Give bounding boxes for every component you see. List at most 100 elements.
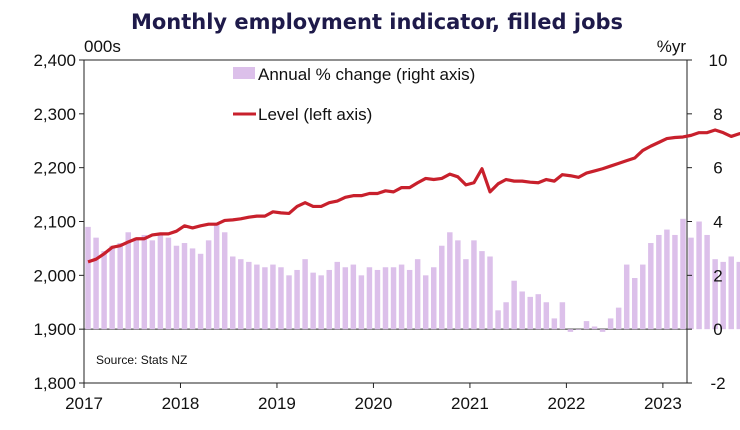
bar-annual-change: [551, 318, 558, 330]
y-right-tick-label: 10: [709, 51, 728, 70]
bar-annual-change: [414, 259, 421, 330]
bar-annual-change: [648, 243, 654, 330]
bar-annual-change: [439, 245, 445, 330]
right-unit-label: %yr: [657, 37, 687, 56]
bar-annual-change: [656, 234, 662, 330]
x-tick-label: 2018: [162, 394, 200, 413]
bar-annual-change: [640, 264, 646, 330]
y-left-tick-label: 2,400: [33, 51, 76, 70]
bar-annual-change: [583, 321, 590, 330]
y-left-tick-label: 2,000: [33, 266, 76, 285]
bar-annual-change: [157, 234, 164, 330]
bar-annual-change: [294, 269, 300, 330]
bar-annual-change: [109, 245, 115, 330]
bar-annual-change: [535, 294, 541, 330]
y-left-tick-label: 2,200: [33, 159, 76, 178]
bar-annual-change: [495, 310, 501, 330]
bar-annual-change: [318, 275, 324, 330]
bar-annual-change: [623, 264, 630, 330]
bar-annual-change: [447, 232, 453, 330]
left-unit-label: 000s: [84, 37, 121, 56]
bar-annual-change: [575, 329, 582, 330]
legend: Annual % change (right axis) Level (left…: [233, 65, 475, 124]
bar-annual-change: [358, 275, 365, 330]
y-right-tick-label: -2: [710, 374, 725, 393]
bar-annual-change: [173, 245, 180, 330]
x-tick-label: 2022: [547, 394, 585, 413]
bar-annual-change: [519, 291, 525, 330]
bar-annual-change: [615, 307, 622, 330]
bar-annual-change: [221, 232, 228, 330]
bar-annual-change: [503, 302, 509, 330]
tick-labels: 2,400 2,300 2,200 2,100 2,000 1,900 1,800 10 8 6 4…: [33, 51, 727, 413]
bar-annual-change: [101, 251, 107, 330]
bar-annual-change: [246, 261, 252, 330]
chart-title: Monthly employment indicator, filled job…: [131, 10, 623, 34]
plot-frame: [83, 59, 688, 384]
bar-annual-change: [310, 272, 316, 330]
bar-annual-change: [543, 302, 550, 330]
bar-annual-change: [607, 318, 614, 330]
y-right-tick-label: 0: [713, 320, 722, 339]
bar-annual-change: [688, 237, 694, 330]
bar-annual-change: [527, 296, 533, 330]
bar-annual-change: [181, 243, 188, 330]
bar-annual-change: [672, 234, 678, 330]
bar-annual-change: [390, 267, 397, 330]
bar-annual-change: [704, 234, 710, 330]
bar-annual-change: [567, 329, 574, 332]
bar-annual-change: [278, 267, 284, 330]
legend-line-label: Level (left axis): [258, 105, 372, 124]
bar-annual-change: [254, 264, 260, 330]
bar-annual-change: [350, 264, 357, 330]
bar-annual-change: [262, 267, 268, 330]
line-series: [87, 128, 740, 264]
source-note: Source: Stats NZ: [96, 353, 187, 367]
bar-annual-change: [720, 261, 726, 330]
y-left-tick-label: 2,100: [33, 213, 76, 232]
y-right-tick-label: 2: [713, 266, 722, 285]
bar-annual-change: [431, 267, 437, 330]
y-left-tick-label: 1,800: [33, 374, 76, 393]
bar-annual-change: [680, 218, 686, 330]
bar-annual-change: [125, 232, 131, 330]
x-tick-label: 2019: [258, 394, 296, 413]
bar-annual-change: [117, 243, 123, 330]
bar-annual-change: [149, 240, 156, 330]
bar-annual-change: [736, 261, 740, 330]
bar-annual-change: [85, 226, 91, 330]
bar-annual-change: [205, 240, 212, 330]
bar-annual-change: [487, 256, 493, 330]
bar-annual-change: [334, 261, 340, 330]
y-right-tick-label: 4: [713, 213, 722, 232]
x-tick-label: 2021: [451, 394, 489, 413]
bar-annual-change: [599, 329, 606, 332]
bar-annual-change: [479, 251, 485, 330]
bar-annual-change: [133, 237, 139, 330]
bar-annual-change: [342, 267, 349, 330]
bar-annual-change: [632, 278, 638, 330]
bar-annual-change: [93, 237, 99, 330]
bar-annual-change: [664, 229, 670, 330]
y-left-tick-label: 2,300: [33, 105, 76, 124]
bar-annual-change: [197, 253, 204, 330]
line-level: [87, 128, 740, 264]
x-tick-label: 2017: [65, 394, 103, 413]
bar-annual-change: [712, 259, 718, 330]
y-right-tick-label: 8: [713, 105, 722, 124]
bar-annual-change: [141, 234, 148, 330]
bar-annual-change: [213, 224, 220, 330]
bar-annual-change: [189, 248, 196, 330]
bar-annual-change: [406, 269, 413, 330]
bar-annual-change: [270, 264, 276, 330]
x-tick-label: 2023: [644, 394, 682, 413]
bar-annual-change: [382, 267, 389, 330]
bar-annual-change: [422, 275, 429, 330]
bar-annual-change: [696, 221, 702, 330]
y-left-tick-label: 1,900: [33, 320, 76, 339]
bar-annual-change: [463, 259, 469, 330]
bar-annual-change: [455, 240, 461, 330]
bar-annual-change: [238, 259, 244, 330]
bar-annual-change: [230, 256, 236, 330]
